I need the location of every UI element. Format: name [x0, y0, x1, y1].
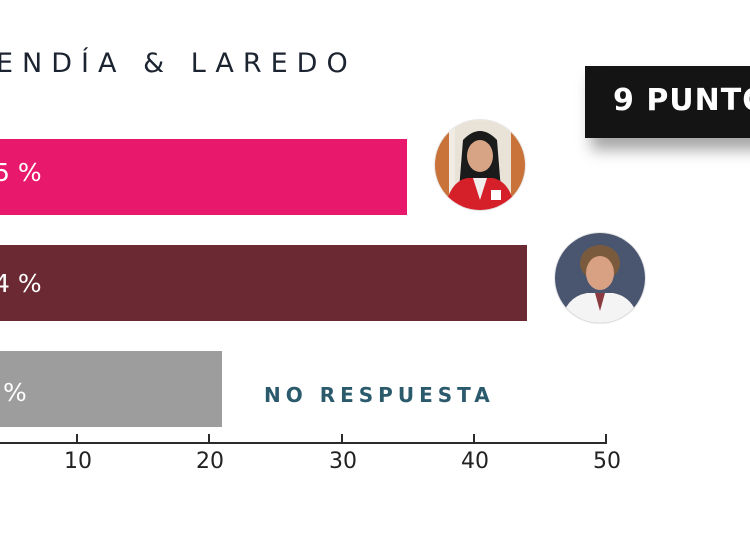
bar-candidate-2 [0, 245, 527, 321]
x-tick-label-50: 50 [593, 449, 621, 474]
bar-1-value-label: 5 % [0, 158, 42, 187]
x-axis-tick [341, 434, 343, 443]
bar-3-value-label: % [3, 378, 27, 407]
candidate-2-photo-icon [555, 233, 645, 323]
x-axis-tick [208, 434, 210, 443]
x-tick-label-40: 40 [461, 449, 489, 474]
badge-text: 9 PUNTOS [613, 83, 750, 118]
avatar-candidate-1 [435, 120, 525, 210]
x-tick-label-10: 10 [64, 449, 92, 474]
bar-no-response [0, 351, 222, 427]
bar-candidate-1 [0, 139, 407, 215]
candidate-1-photo-icon [435, 120, 525, 210]
chart-title: ENDÍA & LAREDO [0, 48, 357, 79]
avatar-candidate-2 [555, 233, 645, 323]
x-tick-label-30: 30 [329, 449, 357, 474]
points-difference-badge: 9 PUNTOS [585, 66, 750, 138]
no-response-label: NO RESPUESTA [264, 383, 495, 407]
bar-2-value-label: 4 % [0, 269, 42, 298]
x-tick-label-20: 20 [196, 449, 224, 474]
x-axis-line [0, 442, 607, 444]
x-axis-tick [473, 434, 475, 443]
x-axis-tick [605, 434, 607, 443]
x-axis-tick [76, 434, 78, 443]
